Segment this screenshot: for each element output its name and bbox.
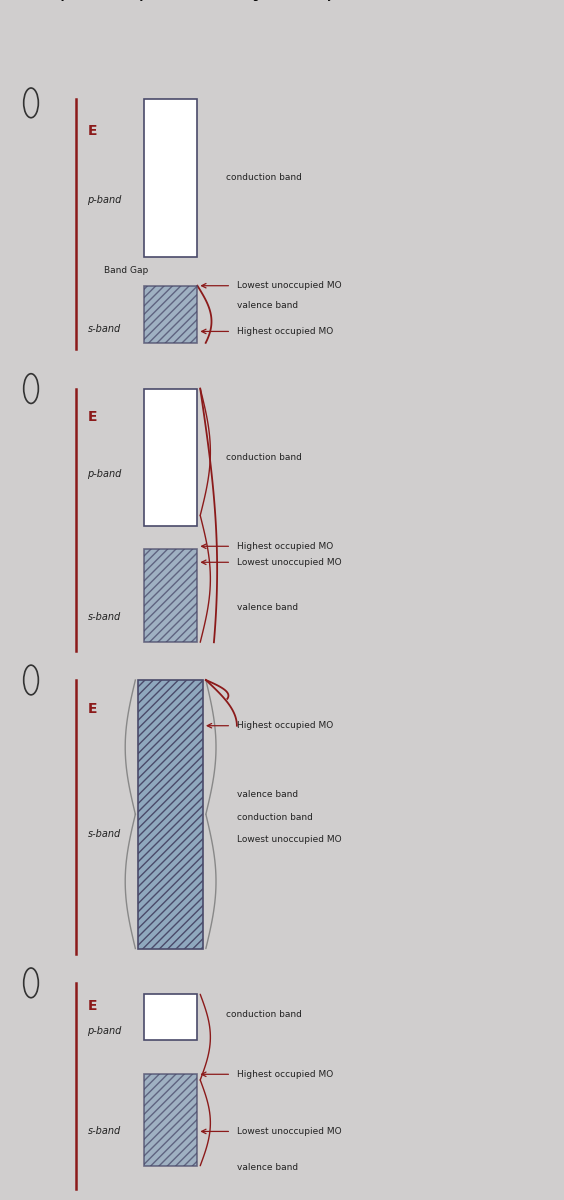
Text: valence band: valence band	[237, 604, 298, 612]
Text: conduction band: conduction band	[226, 1010, 302, 1019]
Bar	[144, 548, 197, 642]
Text: p-band: p-band	[87, 1026, 122, 1036]
Text: Lowest unoccupied MO: Lowest unoccupied MO	[237, 558, 342, 566]
Text: valence band: valence band	[237, 301, 298, 310]
Text: Band Gap: Band Gap	[104, 266, 148, 275]
Text: s-band: s-band	[87, 1127, 121, 1136]
Bar	[144, 286, 197, 343]
Bar	[144, 100, 197, 257]
Bar	[144, 389, 197, 526]
Text: conduction band: conduction band	[237, 812, 313, 822]
Bar	[138, 680, 203, 948]
Text: s-band: s-band	[87, 829, 121, 839]
Text: E: E	[87, 410, 97, 424]
Text: s-band: s-band	[87, 324, 121, 334]
Text: Highest occupied MO: Highest occupied MO	[237, 326, 333, 336]
Text: p-band: p-band	[87, 469, 122, 479]
Text: valence band: valence band	[237, 1164, 298, 1172]
Text: E: E	[87, 125, 97, 138]
Text: Lowest unoccupied MO: Lowest unoccupied MO	[237, 1127, 342, 1136]
Text: s-band: s-band	[87, 612, 121, 622]
Text: p-band: p-band	[87, 194, 122, 205]
Text: E: E	[87, 702, 97, 715]
Bar	[144, 1074, 197, 1165]
Text: E: E	[87, 998, 97, 1013]
Text: Highest occupied MO: Highest occupied MO	[237, 541, 333, 551]
Text: valence band: valence band	[237, 790, 298, 799]
Text: Lowest unoccupied MO: Lowest unoccupied MO	[237, 835, 342, 845]
Text: conduction band: conduction band	[226, 452, 302, 462]
Text: Highest occupied MO: Highest occupied MO	[237, 1069, 333, 1079]
Bar	[144, 995, 197, 1040]
Text: Highest occupied MO: Highest occupied MO	[237, 721, 333, 731]
Text: conduction band: conduction band	[226, 173, 302, 181]
Text: Lowest unoccupied MO: Lowest unoccupied MO	[237, 281, 342, 290]
